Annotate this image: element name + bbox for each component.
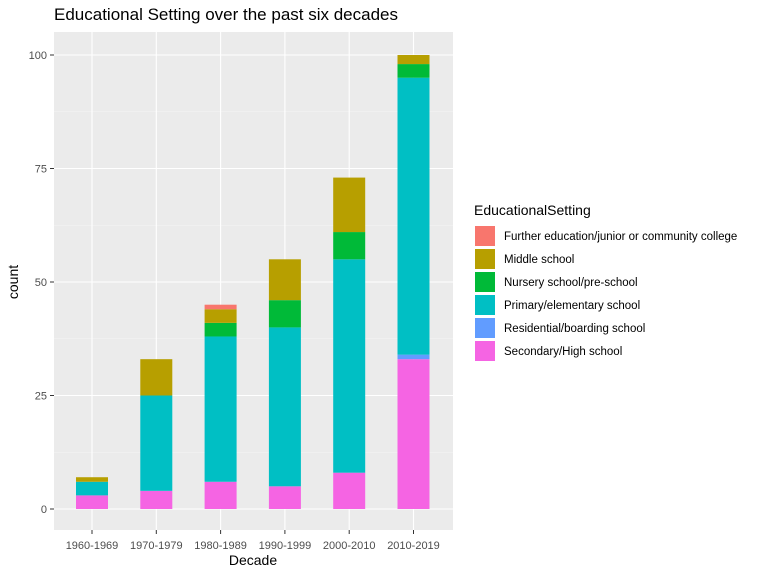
y-axis: 0 25 50 75 100 [29,50,54,516]
legend-swatch [475,249,495,269]
bar-segment [204,309,237,323]
x-tick-label: 1990-1999 [259,540,312,552]
legend-label: Residential/boarding school [504,323,645,335]
bars [76,55,430,509]
legend-swatch [475,341,495,361]
bar-segment [204,481,237,509]
bar-segment [140,395,173,491]
bar-segment [268,300,301,328]
x-axis-title: Decade [229,552,277,568]
bar-segment [333,259,366,473]
bar-segment [76,495,108,509]
bar-segment [76,481,108,496]
legend-title: EducationalSetting [474,202,591,218]
x-tick-label: 1980-1989 [194,540,247,552]
bar-segment [76,477,108,482]
y-tick-label: 75 [35,164,47,176]
bar-segment [140,490,173,509]
chart-title: Educational Setting over the past six de… [54,5,398,24]
y-tick-label: 25 [35,391,47,403]
x-axis: 1960-1969 1970-1979 1980-1989 1990-1999 2000… [66,530,440,552]
legend-swatch [475,318,495,338]
x-tick-label: 1970-1979 [130,540,183,552]
y-tick-label: 50 [35,277,47,289]
bar-segment [333,232,366,260]
bar-segment [333,472,366,509]
bar-segment [204,336,237,482]
y-tick-label: 0 [41,504,47,516]
legend-label: Middle school [504,254,574,266]
legend-swatch [475,295,495,315]
legend-label: Secondary/High school [504,346,622,358]
bar-segment [204,304,237,310]
bar-segment [397,359,430,509]
bar-segment [140,359,173,396]
x-tick-label: 2000-2010 [323,540,376,552]
legend-label: Further education/junior or community co… [504,231,737,243]
bar-segment [397,55,430,65]
legend: EducationalSetting Further education/jun… [474,202,737,361]
y-tick-label: 100 [29,50,47,62]
bar-segment [268,259,301,301]
legend-swatch [475,272,495,292]
bar-segment [397,354,430,360]
legend-label: Primary/elementary school [504,300,640,312]
x-tick-label: 2010-2019 [387,540,440,552]
bar-segment [333,177,366,233]
bar-segment [268,486,301,509]
bar-segment [397,64,430,78]
bar-segment [204,322,237,337]
bar-segment [268,327,301,487]
plot-panel [54,32,453,530]
bar-segment [397,77,430,355]
y-axis-title: count [5,265,21,299]
x-tick-label: 1960-1969 [66,540,119,552]
legend-swatch [475,226,495,246]
legend-label: Nursery school/pre-school [504,277,638,289]
